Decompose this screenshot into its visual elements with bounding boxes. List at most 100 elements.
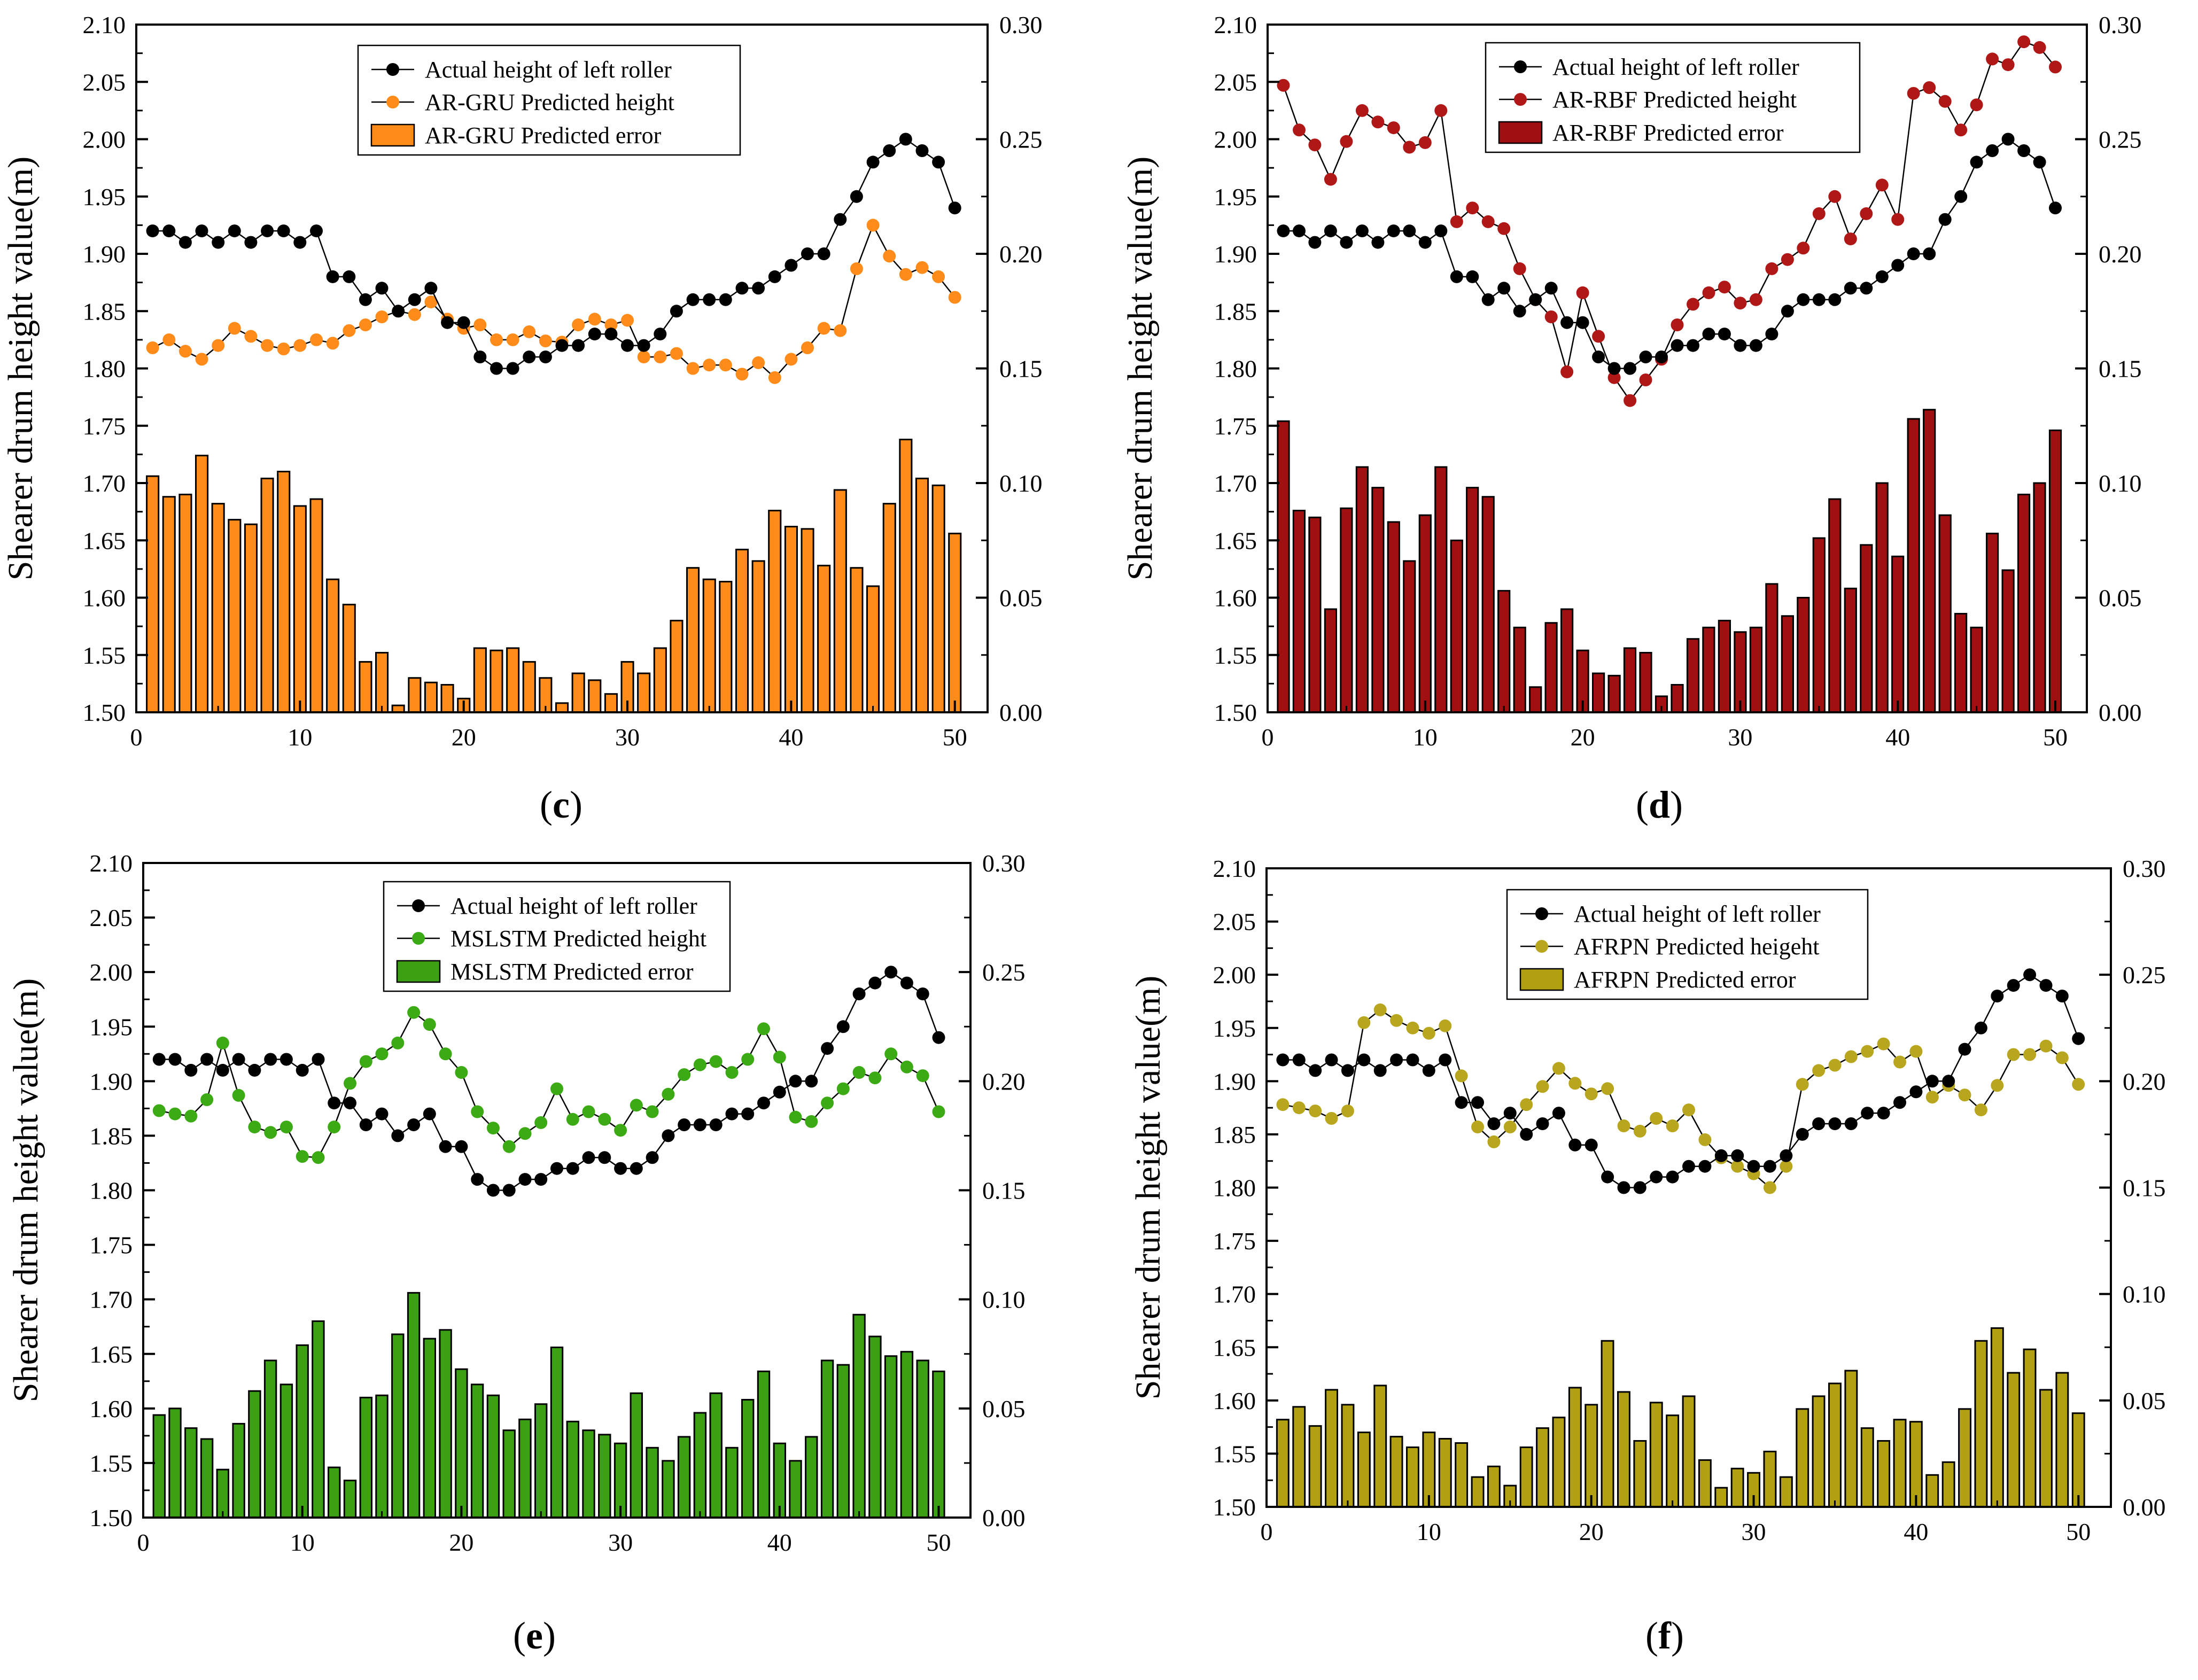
actual-point <box>752 282 765 295</box>
actual-point <box>1406 1053 1419 1067</box>
predicted-point <box>637 351 650 363</box>
predicted-point <box>789 1110 802 1124</box>
actual-point <box>424 282 438 295</box>
error-bar <box>735 548 749 713</box>
predicted-point <box>752 356 765 369</box>
error-bar <box>1925 1474 1939 1508</box>
error-bar <box>1718 619 1731 713</box>
actual-point <box>1607 362 1621 375</box>
error-bar <box>1941 1461 1955 1508</box>
error-bar <box>1592 672 1605 713</box>
x-tick-label: 20 <box>449 1529 473 1556</box>
left-tick-label: 1.95 <box>1213 1015 1256 1042</box>
y-axis-label: Shearer drum height value(m) <box>1121 157 1160 581</box>
actual-point <box>836 1020 850 1033</box>
x-tick-label: 50 <box>926 1529 951 1556</box>
predicted-point <box>1925 1091 1939 1104</box>
error-bar <box>1958 1408 1972 1508</box>
error-bar <box>1907 418 1920 713</box>
actual-point <box>2049 201 2062 215</box>
actual-point <box>630 1162 643 1175</box>
predicted-point <box>850 262 863 275</box>
actual-point <box>264 1053 277 1066</box>
actual-point <box>312 1053 325 1066</box>
actual-point <box>1942 1075 1955 1088</box>
predicted-point <box>359 318 372 331</box>
actual-point <box>2001 133 2015 146</box>
error-bar <box>2007 1372 2021 1508</box>
error-bar <box>1860 544 1873 713</box>
actual-point <box>1844 282 1857 295</box>
error-bar <box>1617 1391 1630 1508</box>
predicted-point <box>2033 41 2046 54</box>
actual-point <box>1938 213 1952 226</box>
predicted-point <box>630 1099 643 1112</box>
predicted-point <box>1503 1121 1517 1133</box>
predicted-point <box>343 324 356 337</box>
legend-label-actual: Actual height of left roller <box>1574 901 1821 927</box>
right-tick-label: 0.10 <box>2099 470 2142 497</box>
legend-label-error: AR-GRU Predicted error <box>425 122 662 149</box>
error-bar <box>1340 507 1353 713</box>
actual-point <box>1639 351 1652 363</box>
error-bar <box>646 1446 659 1519</box>
actual-point <box>850 190 863 203</box>
left-axis: 1.50 1.55 1.60 1.65 1.70 1.75 1.80 1.85 1.90 1.95… <box>1214 11 1279 726</box>
actual-point <box>248 1063 261 1077</box>
right-tick-label: 0.20 <box>2123 1068 2166 1095</box>
actual-point <box>1731 1149 1744 1162</box>
left-tick-label: 1.85 <box>83 298 126 325</box>
error-bar <box>1601 1340 1614 1508</box>
legend-box <box>357 44 741 156</box>
error-bar <box>1481 496 1495 713</box>
left-tick-label: 2.10 <box>1214 11 1257 38</box>
error-bar <box>1308 1425 1322 1508</box>
right-tick-label: 0.10 <box>982 1286 1026 1313</box>
predicted-point <box>1293 123 1306 137</box>
error-bar <box>598 1434 611 1519</box>
x-tick-label: 10 <box>288 724 312 751</box>
error-bar <box>2033 482 2046 713</box>
left-tick-label: 1.65 <box>83 527 126 554</box>
error-bar <box>1371 487 1385 713</box>
error-bar <box>550 1347 564 1519</box>
actual-point <box>1812 293 1826 306</box>
predicted-point <box>768 371 781 384</box>
predicted-point <box>391 1036 405 1049</box>
predicted-point <box>1923 81 1936 94</box>
actual-point <box>232 1053 245 1066</box>
predicted-point <box>1907 87 1920 100</box>
left-tick-label: 1.80 <box>90 1177 133 1204</box>
actual-point <box>789 1075 802 1088</box>
predicted-point <box>1974 1103 1987 1117</box>
error-bar <box>248 1390 261 1519</box>
legend-label-error: AR-RBF Predicted error <box>1552 120 1784 146</box>
error-bar <box>1357 1432 1371 1508</box>
predicted-point <box>1481 215 1495 228</box>
predicted-point <box>678 1068 691 1082</box>
actual-point <box>310 224 323 238</box>
panel-caption: (e) <box>513 1614 556 1657</box>
legend-box <box>1506 889 1869 1000</box>
predicted-series <box>1276 1003 2085 1194</box>
predicted-point <box>773 1051 786 1064</box>
predicted-point <box>1471 1121 1484 1133</box>
error-bar <box>1308 516 1322 713</box>
predicted-point <box>598 1113 611 1126</box>
predicted-point <box>1466 201 1479 215</box>
error-bar <box>630 1392 643 1519</box>
predicted-point <box>1520 1098 1533 1111</box>
predicted-point <box>216 1036 229 1049</box>
error-bar <box>884 1355 898 1519</box>
error-bar <box>518 1418 532 1519</box>
error-bar <box>916 1359 929 1519</box>
left-tick-label: 2.10 <box>1213 855 1256 882</box>
predicted-point <box>1544 310 1558 323</box>
actual-point <box>473 351 487 363</box>
panel-e: 1.50 1.55 1.60 1.65 1.70 1.75 1.80 1.85 1.90 1.95… <box>6 850 1026 1657</box>
predicted-point <box>866 219 880 232</box>
right-tick-label: 0.30 <box>2123 855 2166 882</box>
error-bar <box>534 1403 548 1519</box>
predicted-point <box>1828 1059 1842 1072</box>
actual-point <box>1974 1021 1987 1035</box>
